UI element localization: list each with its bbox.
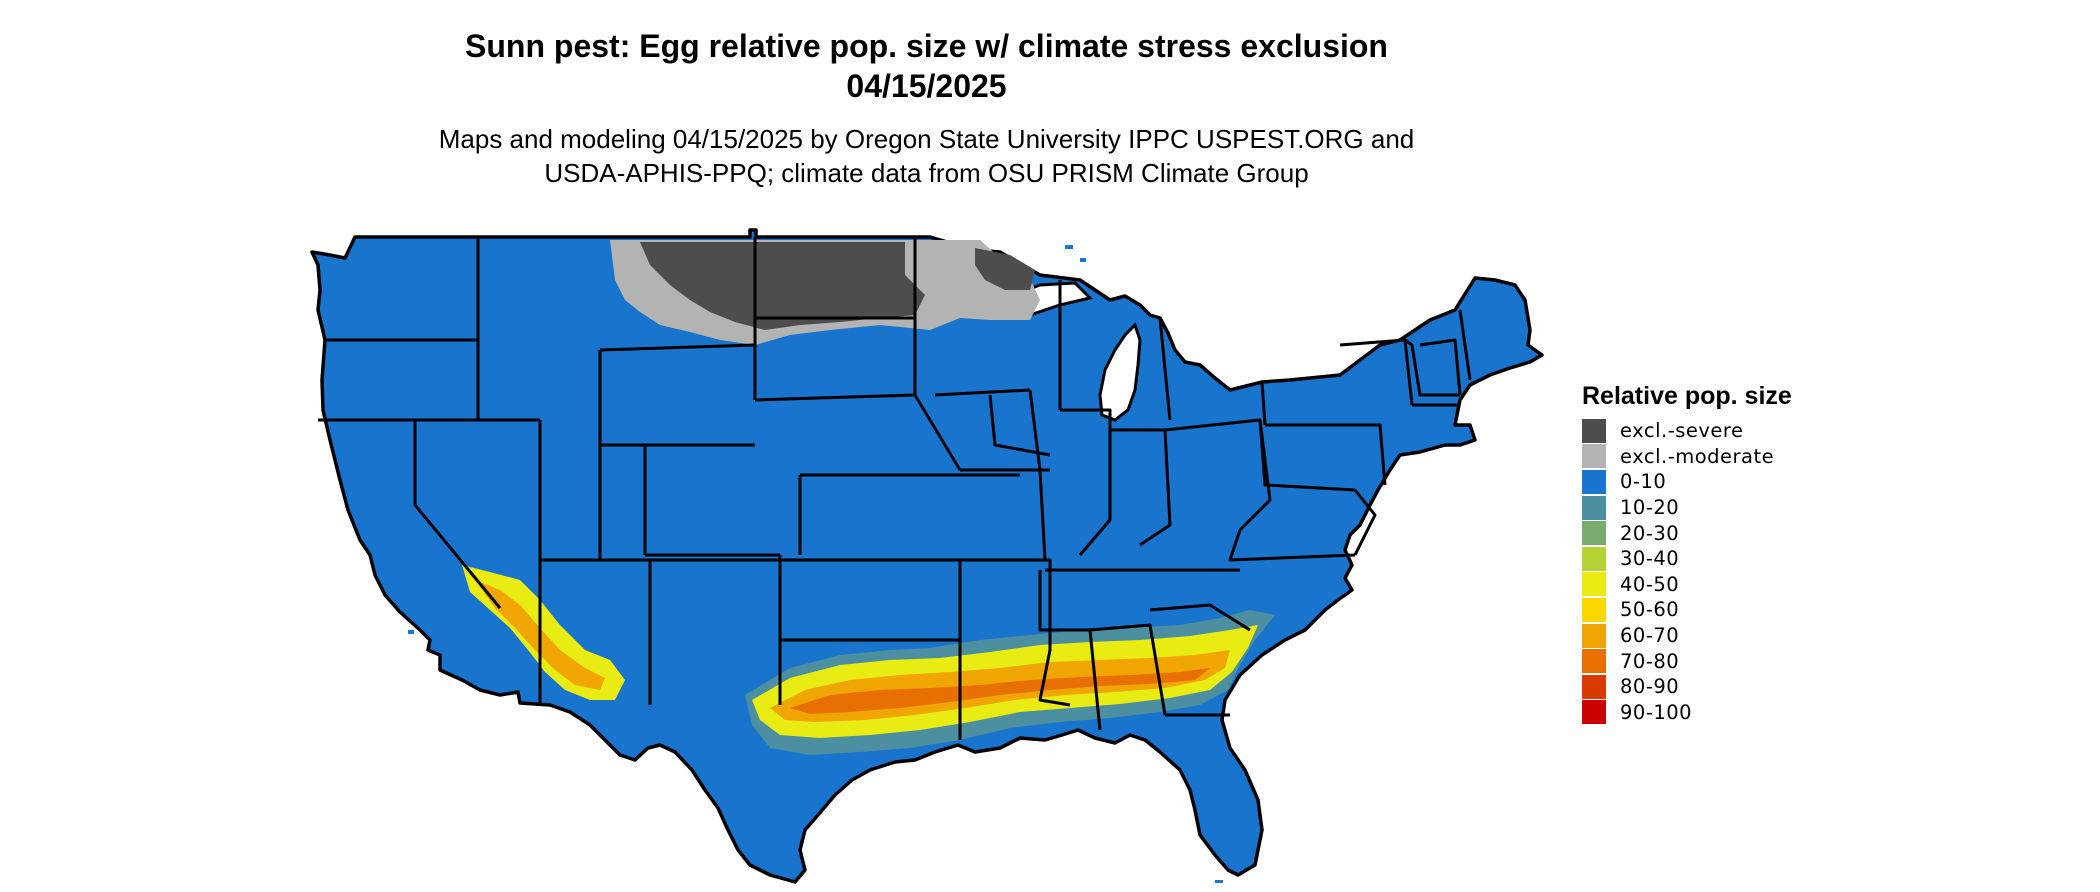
- legend-label: 30-40: [1620, 547, 1680, 571]
- map-date: 04/15/2025: [846, 68, 1007, 104]
- legend-label: excl.-severe: [1620, 419, 1744, 443]
- legend-swatch: [1582, 649, 1606, 674]
- legend-swatch: [1582, 623, 1606, 648]
- legend-label: 20-30: [1620, 521, 1680, 545]
- lake-michigan: [1098, 322, 1142, 422]
- excl-severe-area: [640, 242, 925, 330]
- legend-label: 0-10: [1620, 470, 1667, 494]
- legend-item: 90-100: [1582, 700, 1792, 726]
- legend-item: 50-60: [1582, 597, 1792, 623]
- legend-swatch: [1582, 418, 1606, 443]
- southern-band-peak: [790, 668, 1210, 714]
- legend-item: 20-30: [1582, 520, 1792, 546]
- legend-items: excl.-severe excl.-moderate 0-10 10-20 20-30…: [1582, 418, 1792, 725]
- legend-item: 40-50: [1582, 572, 1792, 598]
- legend-item: excl.-severe: [1582, 418, 1792, 444]
- legend: Relative pop. size excl.-severe excl.-mod…: [1582, 380, 1792, 725]
- legend-label: 10-20: [1620, 496, 1680, 520]
- legend-label: 60-70: [1620, 624, 1680, 648]
- legend-swatch: [1582, 444, 1606, 469]
- legend-swatch: [1582, 700, 1606, 725]
- legend-label: 40-50: [1620, 572, 1680, 596]
- coastal-specks: [408, 245, 1223, 883]
- legend-label: excl.-moderate: [1620, 444, 1775, 468]
- legend-item: 30-40: [1582, 546, 1792, 572]
- legend-label: 50-60: [1620, 598, 1680, 622]
- legend-item: 60-70: [1582, 623, 1792, 649]
- us-map: [310, 228, 1544, 884]
- legend-item: 80-90: [1582, 674, 1792, 700]
- legend-label: 90-100: [1620, 700, 1693, 724]
- legend-swatch: [1582, 521, 1606, 546]
- map-subtitle-line1: Maps and modeling 04/15/2025 by Oregon S…: [438, 124, 1415, 154]
- legend-swatch: [1582, 546, 1606, 571]
- legend-item: 70-80: [1582, 648, 1792, 674]
- map-subtitle-line2: USDA-APHIS-PPQ; climate data from OSU PR…: [544, 158, 1309, 188]
- map-title: Sunn pest: Egg relative pop. size w/ cli…: [465, 28, 1388, 64]
- state-borders: [318, 237, 1472, 740]
- legend-item: 10-20: [1582, 495, 1792, 521]
- legend-title: Relative pop. size: [1582, 382, 1792, 410]
- legend-swatch: [1582, 495, 1606, 520]
- legend-label: 80-90: [1620, 675, 1680, 699]
- legend-swatch: [1582, 674, 1606, 699]
- legend-swatch: [1582, 469, 1606, 494]
- legend-label: 70-80: [1620, 649, 1680, 673]
- legend-swatch: [1582, 572, 1606, 597]
- legend-swatch: [1582, 597, 1606, 622]
- legend-item: 0-10: [1582, 469, 1792, 495]
- legend-item: excl.-moderate: [1582, 444, 1792, 470]
- us-outline: [310, 228, 1544, 884]
- excl-severe-mn: [975, 248, 1035, 290]
